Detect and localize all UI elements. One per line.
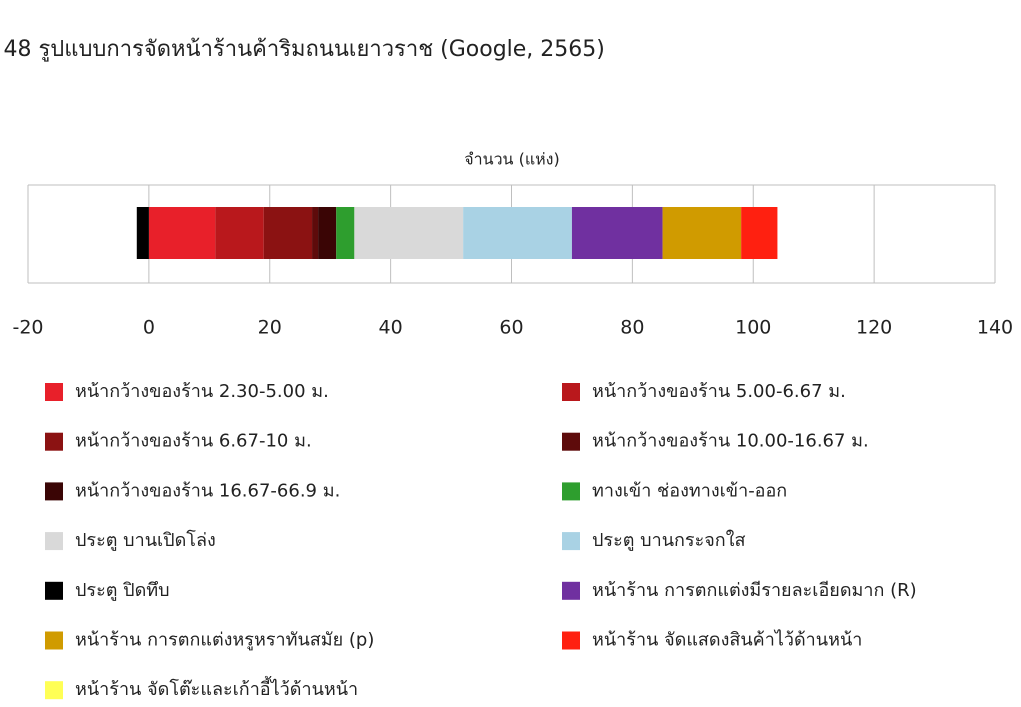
bar-segment xyxy=(662,207,742,259)
bar-segment xyxy=(215,207,264,259)
legend-swatch xyxy=(562,532,580,551)
bar-segment xyxy=(336,207,355,259)
x-tick-label: 20 xyxy=(258,317,282,339)
legend-label: หน้ากว้างของร้าน 5.00-6.67 ม. xyxy=(592,381,846,402)
bar-segment xyxy=(312,207,319,259)
legend-label: ประตู บานเปิดโล่ง xyxy=(75,529,216,551)
legend-label: หน้าร้าน การตกแต่งมีรายละเอียดมาก (R) xyxy=(592,580,917,601)
legend-swatch xyxy=(45,581,63,600)
legend-label: ประตู ปิดทึบ xyxy=(75,580,170,601)
x-tick-label: 40 xyxy=(379,317,403,339)
legend-label: ทางเข้า ช่องทางเข้า-ออก xyxy=(592,480,787,501)
legend-label: หน้าร้าน จัดโต๊ะและเก้าอี้ไว้ด้านหน้า xyxy=(75,676,358,700)
legend-label: หน้ากว้างของร้าน 6.67-10 ม. xyxy=(75,431,312,452)
legend-swatch xyxy=(45,432,63,451)
bar-segment xyxy=(318,207,337,259)
legend-label: หน้ากว้างของร้าน 16.67-66.9 ม. xyxy=(75,480,340,501)
legend-label: ประตู บานกระจกใส xyxy=(592,529,745,551)
legend-swatch xyxy=(562,432,580,451)
legend-swatch xyxy=(562,631,580,650)
axis-title: จำนวน (แห่ง) xyxy=(464,150,559,169)
bar-segment xyxy=(148,207,216,259)
bar-segment xyxy=(741,207,778,259)
legend-swatch xyxy=(45,383,63,401)
x-tick-label: 100 xyxy=(735,317,771,339)
x-tick-label: 120 xyxy=(856,317,892,339)
chart-title: ที่ 48 รูปแบบการจัดหน้าร้านค้าริมถนนเยาว… xyxy=(0,33,605,62)
x-tick-label: 80 xyxy=(620,317,644,339)
legend-swatch xyxy=(45,681,63,700)
legend-swatch xyxy=(562,482,580,501)
legend-label: หน้าร้าน จัดแสดงสินค้าไว้ด้านหน้า xyxy=(592,629,862,651)
x-tick-label: 60 xyxy=(499,317,523,339)
bar-segment xyxy=(571,207,663,259)
bar-segment xyxy=(354,207,464,259)
legend-swatch xyxy=(562,383,580,401)
legend-label: หน้ากว้างของร้าน 2.30-5.00 ม. xyxy=(75,381,329,402)
bar-segment xyxy=(136,207,149,259)
x-tick-label: 140 xyxy=(977,317,1013,339)
x-tick-label: -20 xyxy=(12,317,43,339)
legend-swatch xyxy=(45,482,63,501)
legend-label: หน้าร้าน การตกแต่งหรูหราทันสมัย (p) xyxy=(75,630,374,651)
legend-label: หน้ากว้างของร้าน 10.00-16.67 ม. xyxy=(592,431,869,452)
x-tick-label: 0 xyxy=(143,317,155,339)
legend-swatch xyxy=(45,532,63,551)
legend-swatch xyxy=(45,631,63,650)
bar-segment xyxy=(463,207,572,259)
bar-segment xyxy=(263,207,313,259)
legend-swatch xyxy=(562,581,580,600)
